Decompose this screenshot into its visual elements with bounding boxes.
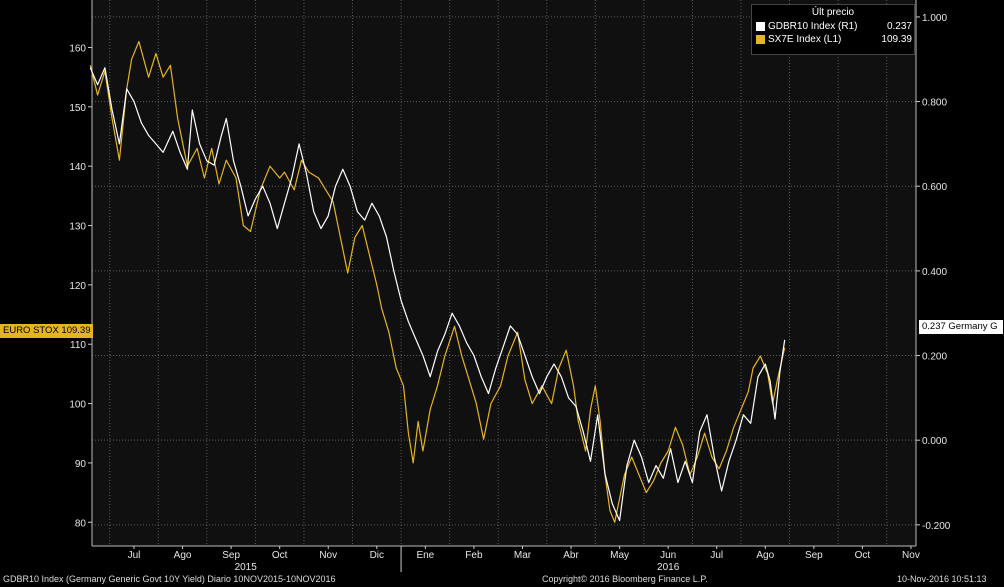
plot-background	[92, 0, 916, 546]
x-tick-label: Ago	[756, 550, 774, 561]
x-tick-label: Nov	[902, 550, 920, 561]
legend-item-sx7e[interactable]: SX7E Index (L1) 109.39	[752, 33, 914, 46]
series-line-sx7e	[89, 40, 786, 523]
x-tick-label: Mar	[514, 550, 532, 561]
legend-swatch-yellow	[756, 35, 765, 44]
x-tick-label: May	[610, 550, 629, 561]
x-tick-label: Jun	[660, 550, 676, 561]
right-tick-label: 0.600	[922, 182, 947, 193]
legend-series-value: 109.39	[881, 34, 912, 45]
footer-copyright: Copyright© 2016 Bloomberg Finance L.P.	[542, 574, 708, 584]
x-tick-label: Ago	[174, 550, 192, 561]
x-tick-label: Jul	[710, 550, 723, 561]
right-last-price-tag: 0.237 Germany G	[919, 320, 1003, 334]
x-tick-label: Abr	[563, 550, 579, 561]
left-tick-label: 100	[69, 400, 86, 411]
x-year-label: 2016	[657, 562, 680, 573]
x-tick-label: Sep	[222, 550, 240, 561]
x-tick-label: Nov	[319, 550, 337, 561]
x-tick-label: Sep	[805, 550, 823, 561]
left-tick-label: 80	[75, 518, 87, 529]
legend: Últ precio GDBR10 Index (R1) 0.237 SX7E …	[751, 4, 915, 55]
left-tick-label: 90	[75, 459, 87, 470]
x-tick-label: Feb	[465, 550, 483, 561]
series-line-gdbr10	[89, 67, 786, 522]
x-axis: Jul Ago Sep Oct Nov Dic Ene Feb Mar Abr May Jun Jul A…	[128, 546, 920, 573]
left-tick-label: 160	[69, 43, 86, 54]
right-tick-label: 0.000	[922, 436, 947, 447]
legend-series-name: GDBR10 Index (R1)	[768, 21, 858, 32]
left-tick-label: 110	[70, 340, 86, 351]
x-tick-label: Oct	[272, 550, 288, 561]
x-year-label: 2015	[235, 562, 258, 573]
axis-lines	[91, 0, 917, 547]
left-last-price-tag: EURO STOX 109.39	[0, 324, 94, 338]
footer-timestamp: 10-Nov-2016 10:51:13	[897, 574, 987, 584]
left-tick-label: 130	[69, 222, 86, 233]
right-tick-label: -0.200	[922, 521, 951, 532]
left-axis: 80 90 100 110 120 130 140 150 160	[69, 43, 92, 529]
legend-series-name: SX7E Index (L1)	[768, 34, 842, 45]
x-tick-label: Ene	[416, 550, 434, 561]
right-tick-label: 0.200	[922, 352, 947, 363]
x-tick-label: Oct	[855, 550, 871, 561]
x-tick-label: Dic	[370, 550, 384, 561]
legend-series-value: 0.237	[886, 21, 912, 32]
right-axis: -0.200 0.000 0.200 0.400 0.600 0.800 1.000	[916, 13, 951, 532]
legend-item-gdbr10[interactable]: GDBR10 Index (R1) 0.237	[752, 20, 914, 33]
right-tick-label: 0.400	[922, 267, 947, 278]
legend-swatch-white	[756, 22, 765, 31]
right-tick-label: 1.000	[922, 13, 947, 24]
left-tick-label: 120	[69, 281, 86, 292]
left-tick-label: 150	[69, 103, 86, 114]
right-tick-label: 0.800	[922, 98, 947, 109]
left-tick-label: 140	[69, 162, 86, 173]
series-layer	[89, 40, 786, 523]
x-tick-label: Jul	[128, 550, 141, 561]
footer-description: GDBR10 Index (Germany Generic Govt 10Y Y…	[3, 574, 336, 584]
grid-lines	[92, 0, 916, 546]
legend-header: Últ precio	[811, 7, 855, 18]
